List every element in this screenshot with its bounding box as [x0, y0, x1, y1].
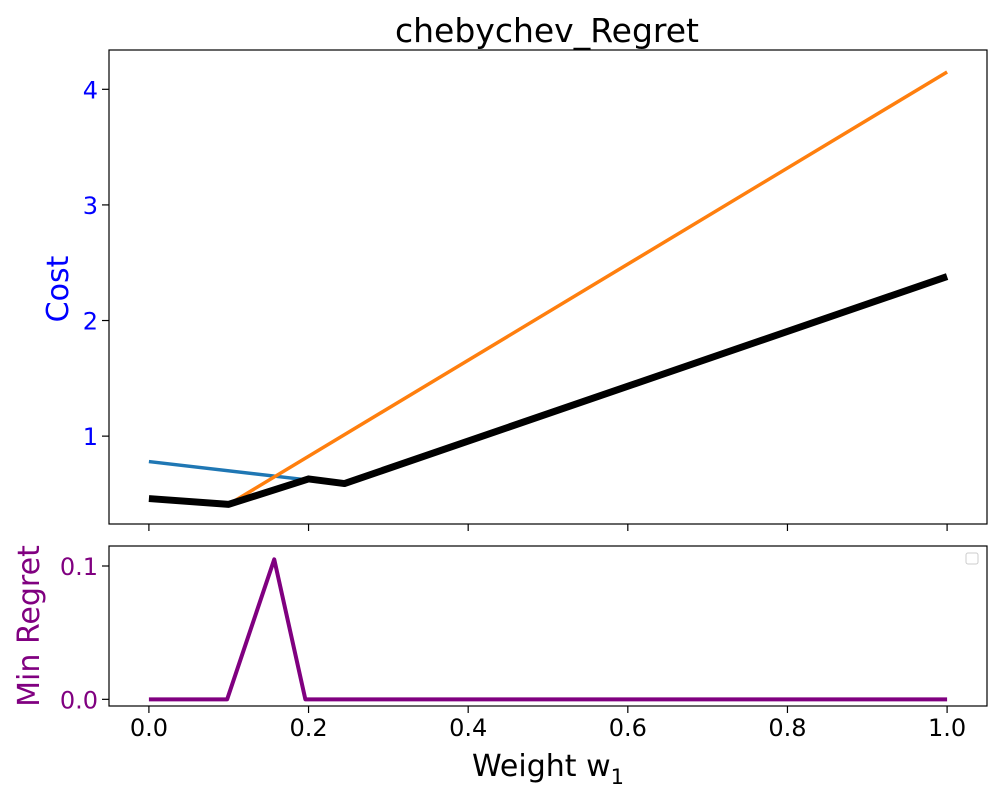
weight-axis-label-subscript: 1	[611, 765, 624, 789]
cost-x-ticks	[148, 524, 948, 531]
weight-axis-label-text: Weight w	[472, 749, 611, 784]
weight-axis-label: Weight w1	[472, 749, 624, 789]
chart-title: chebychev_Regret	[395, 11, 699, 50]
cost-y-tick-label: 3	[83, 192, 98, 220]
regret-y-ticks: 0.0 0.1	[60, 553, 109, 714]
cost-series-line-1	[148, 459, 309, 482]
regret-y-tick-label: 0.0	[60, 686, 98, 714]
cost-y-tick-label: 4	[83, 76, 98, 104]
cost-y-tick-label: 2	[83, 308, 98, 336]
regret-plot-frame	[108, 545, 988, 707]
cost-series	[148, 70, 949, 508]
regret-x-ticks: 0.0 0.2 0.4 0.6 0.8 1.0	[130, 706, 966, 742]
regret-x-tick-label: 0.2	[289, 714, 327, 742]
cost-y-tick-label: 1	[83, 423, 98, 451]
cost-series-line-2	[227, 70, 948, 506]
regret-series	[148, 557, 948, 702]
cost-plot-frame	[108, 49, 988, 525]
regret-x-tick-label: 0.8	[768, 714, 806, 742]
cost-y-ticks: 1 2 3 4	[83, 76, 109, 451]
regret-panel: 0.0 0.1 0.0 0.2 0.4 0.6 0.8 1.0 Min Regret Wei…	[12, 545, 988, 789]
regret-x-tick-label: 1.0	[928, 714, 966, 742]
regret-x-tick-label: 0.0	[130, 714, 168, 742]
empty-legend-box	[965, 552, 979, 565]
min-regret-axis-label: Min Regret	[12, 545, 47, 707]
cost-series-line-3	[148, 273, 949, 508]
cost-panel: 1 2 3 4 Cost	[41, 49, 988, 531]
regret-y-tick-label: 0.1	[60, 553, 98, 581]
cost-axis-label: Cost	[41, 255, 76, 322]
min-regret-line	[148, 557, 948, 702]
regret-x-tick-label: 0.6	[609, 714, 647, 742]
regret-x-tick-label: 0.4	[449, 714, 487, 742]
